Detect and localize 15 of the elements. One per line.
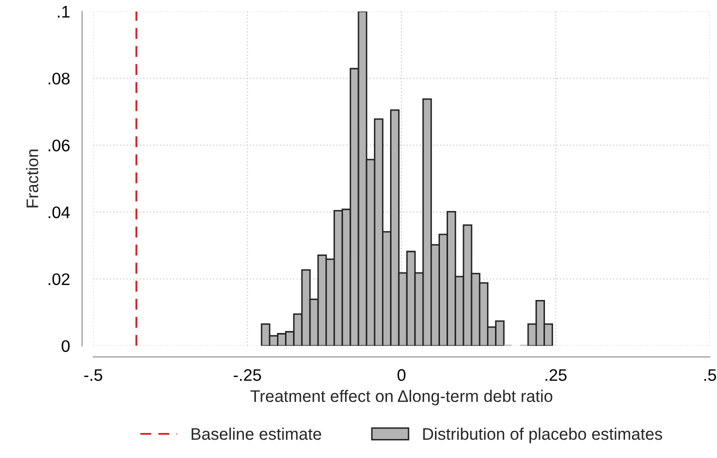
y-tick-label: 0	[62, 340, 70, 352]
x-tick-label: .5	[704, 369, 716, 381]
x-tick-label: 0	[398, 369, 406, 381]
legend-label: Baseline estimate	[192, 428, 322, 440]
y-axis-title: Fraction	[26, 150, 38, 208]
x-tick-label: -.5	[84, 369, 102, 381]
y-tick-label: .02	[48, 273, 70, 286]
y-tick-label: .1	[58, 6, 70, 18]
y-tick-label: .08	[48, 72, 70, 85]
legend-label: Distribution of placebo estimates	[423, 428, 662, 444]
y-tick-label: .04	[48, 206, 70, 218]
x-tick-label: .25	[546, 369, 567, 381]
x-axis-title: Treatment effect on Δlong-term debt ratio	[250, 390, 552, 406]
x-tick-label: -.25	[234, 369, 262, 381]
y-tick-label: .06	[48, 140, 70, 152]
